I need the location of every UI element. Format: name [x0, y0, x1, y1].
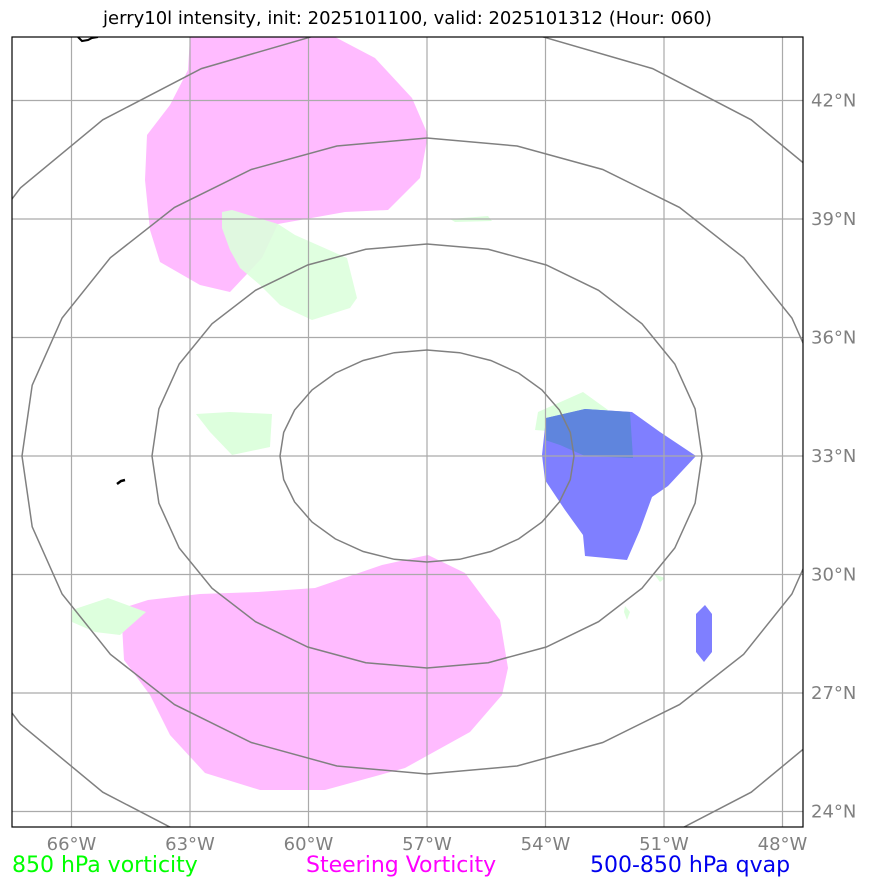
latitude-tick-label: 30°N — [811, 565, 856, 586]
range-ring — [279, 349, 575, 563]
vorticity-850-area-west — [196, 412, 272, 455]
coastline-fragment-island — [116, 478, 126, 485]
latitude-tick-label: 27°N — [811, 683, 856, 704]
steering-vorticity-area-south — [122, 555, 508, 790]
longitude-tick-label: 48°W — [758, 834, 808, 855]
latitude-tick-label: 42°N — [811, 91, 856, 112]
longitude-tick-label: 57°W — [402, 834, 452, 855]
range-ring — [21, 137, 803, 775]
vorticity-850-area-speck-1 — [624, 606, 630, 620]
legend-qvap: 500-850 hPa qvap — [590, 853, 791, 878]
latitude-tick-label: 36°N — [811, 328, 856, 349]
longitude-tick-label: 66°W — [47, 834, 97, 855]
latitude-tick-label: 33°N — [811, 446, 856, 467]
legend-850-vorticity: 850 hPa vorticity — [12, 853, 198, 878]
longitude-tick-label: 63°W — [165, 834, 215, 855]
longitude-tick-label: 54°W — [521, 834, 571, 855]
longitude-tick-label: 51°W — [639, 834, 689, 855]
legend-steering-vorticity: Steering Vorticity — [306, 853, 497, 878]
qvap-overlap-area — [545, 409, 633, 458]
longitude-tick-label: 60°W — [284, 834, 334, 855]
plot-frame — [11, 36, 804, 828]
latitude-tick-label: 39°N — [811, 209, 856, 230]
figure-title: jerry10l intensity, init: 2025101100, va… — [103, 8, 712, 29]
range-ring — [12, 37, 803, 827]
range-ring — [151, 243, 703, 669]
vorticity-850-area-north — [222, 210, 357, 320]
vorticity-850-area-speck-2 — [654, 574, 665, 582]
vorticity-850-area-southwest — [72, 598, 146, 635]
latitude-tick-label: 24°N — [811, 802, 856, 823]
qvap-area-small — [696, 605, 712, 662]
coastline-fragment-north — [77, 37, 99, 43]
